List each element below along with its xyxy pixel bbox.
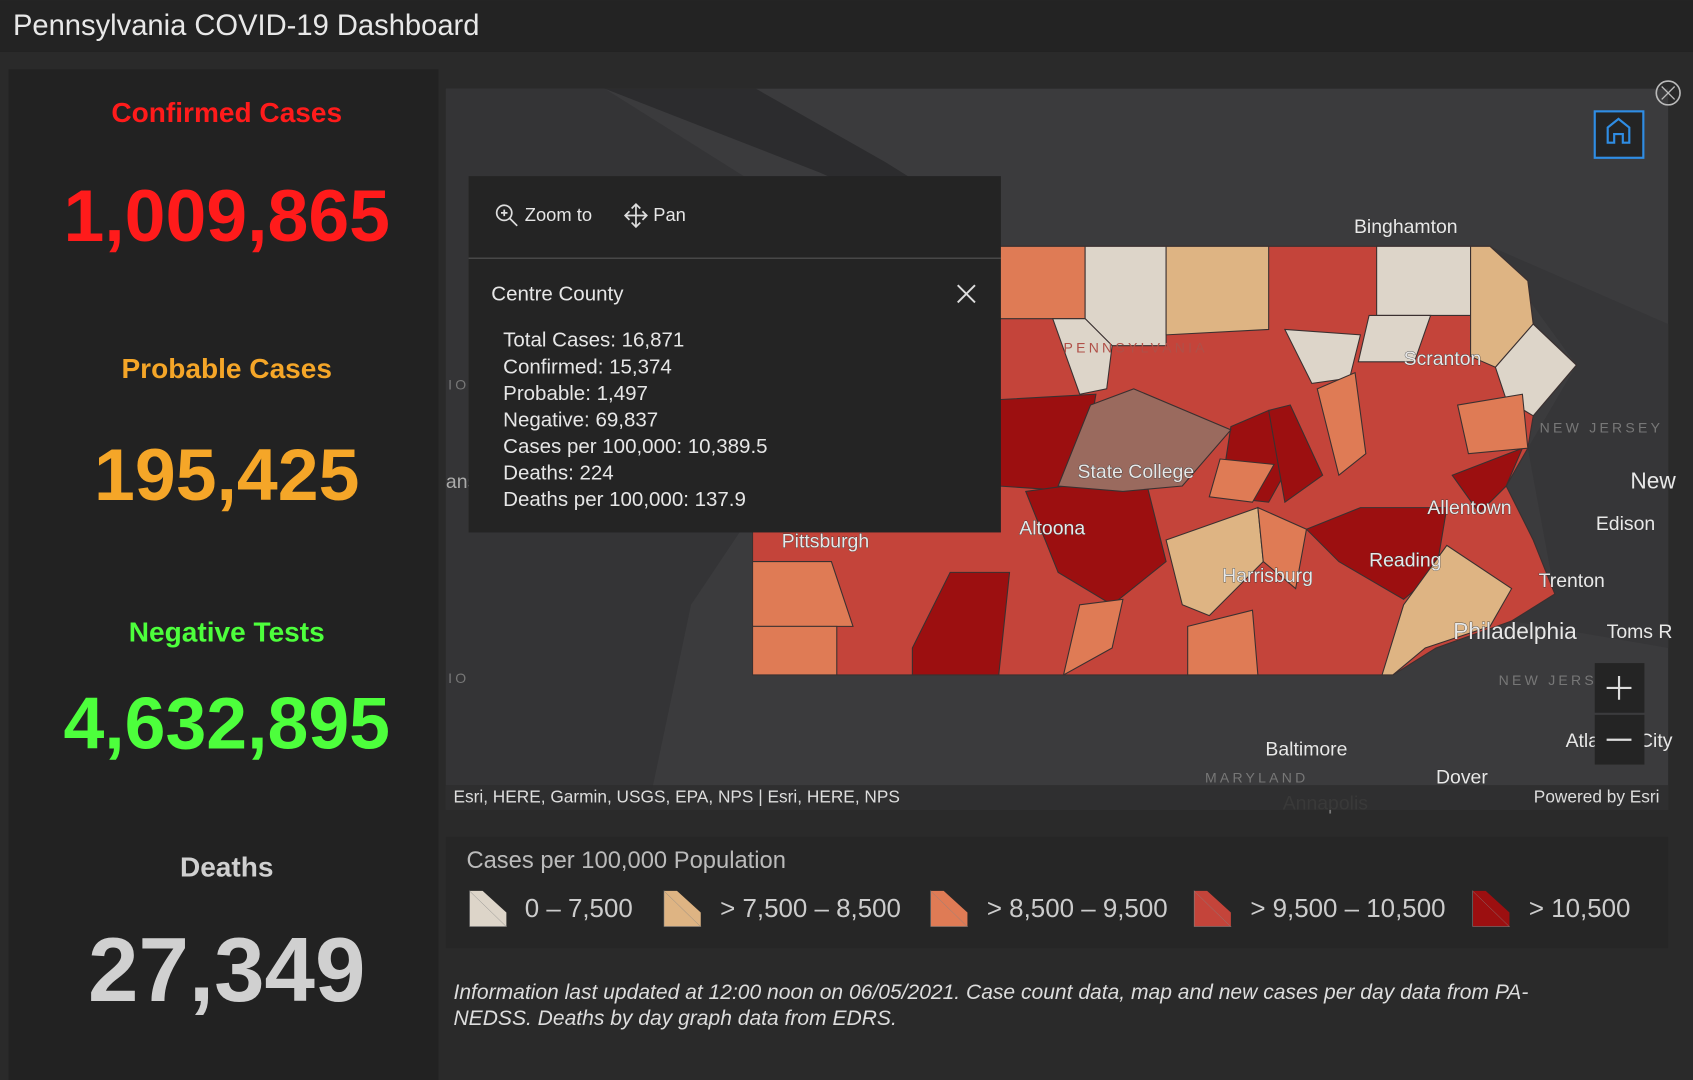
legend-label: > 9,500 – 10,500 <box>1250 895 1445 923</box>
popup: Zoom to Pan Centre County Total Cases: 1… <box>468 176 1001 533</box>
map-label: NEW JERSEY <box>1540 419 1664 435</box>
popup-fields: Total Cases: 16,871 Confirmed: 15,374 Prob… <box>503 329 767 511</box>
footer-note: Information last updated at 12:00 noon o… <box>453 981 1528 1004</box>
zoom-in-button[interactable] <box>1594 663 1645 713</box>
map-label: State College <box>1078 461 1195 483</box>
stat-value: 1,009,865 <box>63 175 390 257</box>
header-bar <box>0 0 1693 52</box>
attribution-bar <box>445 785 1669 810</box>
popup-field: Cases per 100,000: 10,389.5 <box>503 435 767 458</box>
counties <box>752 245 1578 677</box>
footer-note: NEDSS. Deaths by day graph data from EDR… <box>453 1007 896 1030</box>
map-label: PENNSYLVANIA <box>1064 340 1208 356</box>
map-label: Edison <box>1596 513 1655 535</box>
popup-close[interactable] <box>957 284 976 304</box>
map-label: Pittsburgh <box>782 530 869 552</box>
stat-value: 4,632,895 <box>63 682 390 764</box>
map-label: Toms R <box>1607 621 1673 643</box>
map-label: Dover <box>1436 767 1488 789</box>
legend-label: > 8,500 – 9,500 <box>987 895 1168 923</box>
map-label: MARYLAND <box>1205 769 1309 785</box>
map-label: IO <box>448 670 469 686</box>
stat-value: 27,349 <box>88 920 365 1021</box>
popup-field: Negative: 69,837 <box>503 408 658 431</box>
pan-action[interactable]: Pan <box>623 202 686 229</box>
popup-action[interactable]: Pan <box>653 204 686 225</box>
map-label: Altoona <box>1019 517 1085 539</box>
popup-field: Deaths: 224 <box>503 462 614 485</box>
stat-value: 195,425 <box>94 434 359 516</box>
land <box>1490 246 1669 648</box>
popup-title: Centre County <box>491 282 624 305</box>
fullscreen-button[interactable] <box>1655 80 1681 106</box>
legend-label: 0 – 7,500 <box>525 895 633 923</box>
map-label: Scranton <box>1404 348 1482 370</box>
map-label: Reading <box>1369 550 1441 572</box>
map-label: New <box>1630 468 1676 494</box>
map-label: Atla <box>1566 730 1600 752</box>
popup-field: Probable: 1,497 <box>503 382 648 405</box>
map-label: Philadelphia <box>1453 618 1577 644</box>
legend-label: > 10,500 <box>1529 895 1631 923</box>
home-button[interactable] <box>1593 110 1645 159</box>
stat-label: Probable Cases <box>121 353 332 384</box>
stat-label: Deaths <box>180 852 274 883</box>
legend-panel <box>445 836 1669 949</box>
legend: 0 – 7,500 > 7,500 – 8,500 > 8,500 – 9,500 >… <box>469 890 1631 927</box>
map-label: City <box>1639 730 1673 752</box>
popup-field: Deaths per 100,000: 137.9 <box>503 488 746 511</box>
stat-label: Negative Tests <box>129 616 325 647</box>
legend-title: Cases per 100,000 Population <box>466 847 786 874</box>
popup-action[interactable]: Zoom to <box>525 204 592 225</box>
map-label: Trenton <box>1539 570 1605 592</box>
map-label: IO <box>448 376 469 392</box>
popup-field: Total Cases: 16,871 <box>503 329 684 352</box>
map-label: Binghamton <box>1354 216 1458 238</box>
popup-field: Confirmed: 15,374 <box>503 355 672 378</box>
zoom-to-action[interactable]: Zoom to <box>495 204 592 227</box>
attribution: Esri, HERE, Garmin, USGS, EPA, NPS | Esr… <box>453 787 899 807</box>
stats-panel <box>8 69 439 1080</box>
popup-panel <box>468 176 1001 533</box>
legend-label: > 7,500 – 8,500 <box>720 895 901 923</box>
powered-by: Powered by Esri <box>1534 787 1660 807</box>
stat-label: Confirmed Cases <box>111 97 342 128</box>
map-label: NEW JERS <box>1499 672 1597 688</box>
header-title: Pennsylvania COVID-19 Dashboard <box>13 10 480 42</box>
map-label: Harrisburg <box>1222 565 1313 587</box>
map-label: Baltimore <box>1265 739 1347 761</box>
zoom-out-button[interactable] <box>1594 714 1645 765</box>
map-label: Allentown <box>1427 497 1511 519</box>
